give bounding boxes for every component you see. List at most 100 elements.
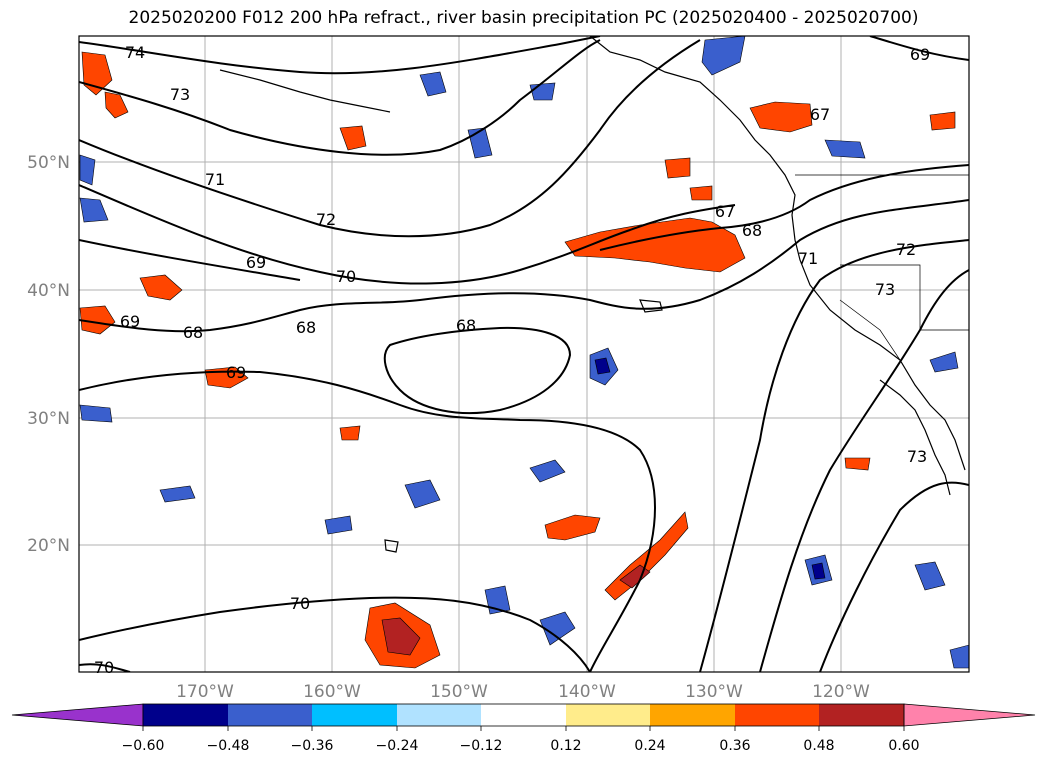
warm-blob: [339, 425, 361, 441]
contour-label: 73: [907, 447, 927, 466]
colorbar-swatch: [566, 704, 650, 726]
lat-label-50n: 50°N: [27, 153, 70, 173]
hawaii-island: [384, 539, 399, 553]
warm-blob: [79, 305, 116, 335]
contour-label: 67: [715, 202, 735, 221]
colorbar-tick-label: 0.36: [719, 738, 750, 754]
state-border: [840, 264, 969, 331]
contour-label: 72: [316, 210, 336, 229]
refractivity-contours: [79, 36, 969, 672]
colorbar: −0.60 −0.48 −0.36 −0.24 −0.12 0.12 0.24 …: [11, 703, 1036, 754]
contour-label: 73: [170, 85, 190, 104]
contour-71: [699, 239, 969, 672]
contour-label: 68: [742, 221, 762, 240]
cold-blob: [419, 71, 447, 97]
lat-label-30n: 30°N: [27, 409, 70, 429]
contour-70: [79, 184, 736, 285]
contour-label: 69: [226, 363, 246, 382]
contour-67: [599, 164, 969, 251]
lon-label-130w: 130°W: [685, 682, 743, 702]
colorbar-swatch: [481, 704, 566, 726]
cold-blob: [79, 404, 113, 423]
contour-label: 72: [896, 240, 916, 259]
contour-labels: 74 73 71 72 69 70 68 69 68 68 69 67 68 7…: [94, 43, 930, 677]
graticule: [79, 36, 969, 672]
contour-label: 71: [798, 249, 818, 268]
colorbar-outline: [142, 703, 905, 727]
contour-label: 70: [336, 267, 356, 286]
map-area: [79, 36, 969, 672]
cold-blob: [79, 197, 109, 223]
contour-70-corner: [79, 663, 131, 672]
warm-blob: [689, 185, 713, 201]
cold-blob: [929, 351, 959, 373]
colorbar-tick-label: −0.48: [207, 738, 250, 754]
cold-blob: [701, 36, 746, 76]
map-frame: [78, 35, 970, 673]
cold-blob: [949, 644, 969, 669]
state-border: [839, 299, 901, 361]
contour-73-east: [819, 481, 969, 672]
cold-blob: [539, 611, 576, 646]
warm-blob: [544, 514, 601, 541]
contour-label: 74: [125, 43, 145, 62]
colorbar-swatch: [819, 704, 904, 726]
colorbar-tick-label: −0.24: [376, 738, 419, 754]
colorbar-swatch: [312, 704, 397, 726]
cold-blob-strong: [594, 357, 611, 375]
contour-74: [79, 36, 601, 75]
contour-label: 68: [183, 323, 203, 342]
contour-label: 68: [456, 316, 476, 335]
contour-69: [79, 199, 969, 333]
lon-label-160w: 160°W: [303, 682, 361, 702]
colorbar-swatch: [735, 704, 819, 726]
colorbar-extend-high: [903, 703, 1036, 727]
contour-70-south: [79, 596, 591, 672]
coastlines: [219, 36, 966, 553]
aleutian-islands: [219, 69, 391, 113]
contour-label: 71: [205, 170, 225, 189]
longitude-labels: 170°W 160°W 150°W 140°W 130°W 120°W: [176, 682, 870, 702]
cold-blob-strong: [811, 562, 826, 580]
cold-blob: [79, 154, 96, 186]
warm-blob: [339, 125, 367, 151]
warm-blob: [104, 91, 129, 119]
lat-label-40n: 40°N: [27, 281, 70, 301]
political-borders: [795, 174, 969, 361]
cold-blob: [404, 479, 441, 509]
colorbar-swatch: [228, 704, 312, 726]
lat-label-20n: 20°N: [27, 536, 70, 556]
contour-label: 68: [296, 318, 316, 337]
colorbar-tick-label: −0.12: [460, 738, 503, 754]
contour-72-east: [759, 269, 969, 672]
contour-label: 69: [910, 45, 930, 64]
contour-label: 69: [246, 253, 266, 272]
contour-label: 70: [94, 658, 114, 677]
contour-label: 67: [810, 105, 830, 124]
lon-label-120w: 120°W: [812, 682, 870, 702]
colorbar-swatch: [143, 704, 228, 726]
baja-california-coast: [879, 379, 951, 496]
cold-blob: [824, 139, 866, 159]
contour-68-closed: [383, 326, 572, 415]
colorbar-tick-label: 0.12: [550, 738, 581, 754]
contour-69-west: [79, 239, 301, 281]
contour-68-south: [79, 370, 656, 672]
cold-blob: [529, 82, 556, 101]
colorbar-tick-label: −0.36: [291, 738, 334, 754]
colorbar-swatch: [650, 704, 735, 726]
contour-label: 70: [290, 594, 310, 613]
cold-blob: [914, 561, 946, 591]
latitude-labels: 50°N 40°N 30°N 20°N: [27, 153, 70, 556]
cold-blob: [324, 515, 353, 535]
contour-label: 73: [875, 280, 895, 299]
warm-blob: [844, 457, 871, 471]
lon-label-140w: 140°W: [558, 682, 616, 702]
colorbar-extend-low: [11, 703, 144, 727]
contour-72: [79, 39, 701, 238]
colorbar-swatch: [397, 704, 481, 726]
cold-blob: [159, 485, 196, 503]
contour-label: 69: [120, 312, 140, 331]
colorbar-tick-label: 0.24: [634, 738, 665, 754]
